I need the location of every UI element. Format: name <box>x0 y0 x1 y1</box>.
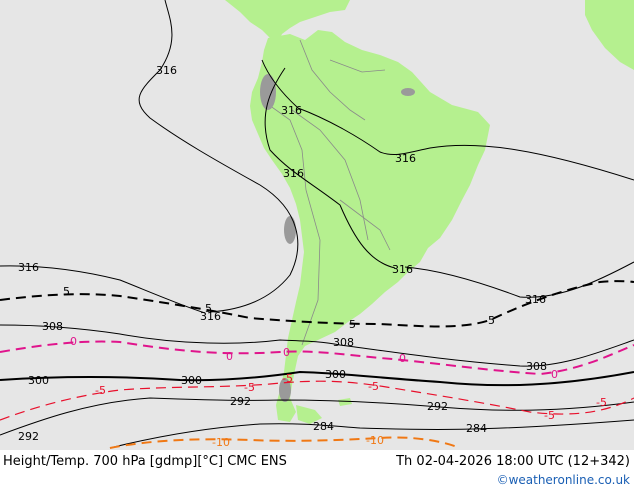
temp-contour-minus10 <box>109 436 461 449</box>
height-label: 316 <box>392 263 413 276</box>
height-label: 316 <box>18 261 39 274</box>
land-layer <box>190 0 634 424</box>
height-label: 292 <box>18 430 39 443</box>
terrain-shade <box>401 88 415 96</box>
contour-316-pacific <box>138 0 299 313</box>
temp-label: -5 <box>368 380 379 393</box>
height-contour-layer <box>0 0 634 449</box>
map-canvas: 316 316 316 316 316 316 316 316 308 308 … <box>0 0 634 449</box>
central-america-land <box>190 0 350 42</box>
terrain-shade <box>260 74 276 110</box>
border-line <box>261 99 307 191</box>
terrain-shade <box>284 216 296 244</box>
map-title: Height/Temp. 700 hPa [gdmp][°C] CMC ENS <box>3 454 287 469</box>
temp-label: 5 <box>205 302 212 315</box>
tierra-del-fuego-land <box>296 405 322 424</box>
height-label: 316 <box>395 152 416 165</box>
map-footer: Height/Temp. 700 hPa [gdmp][°C] CMC ENS … <box>0 450 634 490</box>
height-label: 316 <box>283 167 304 180</box>
weather-map: 316 316 316 316 316 316 316 316 308 308 … <box>0 0 634 450</box>
height-label: 284 <box>313 420 334 433</box>
temp-contour-layer <box>0 280 634 449</box>
contour-300 <box>0 370 634 387</box>
height-label: 308 <box>333 336 354 349</box>
south-america-land <box>250 30 490 422</box>
height-label: 300 <box>181 374 202 387</box>
temp-contour-minus5 <box>0 380 634 421</box>
africa-land <box>585 0 634 70</box>
terrain-shade <box>279 378 291 402</box>
contour-316-north <box>261 59 634 181</box>
border-line <box>291 109 369 241</box>
border-line <box>299 39 366 121</box>
height-label: 308 <box>42 320 63 333</box>
height-label: 316 <box>156 64 177 77</box>
temp-label: -5 <box>282 372 293 385</box>
temp-label: -5 <box>596 396 607 409</box>
forecast-time: Th 02-04-2026 18:00 UTC (12+342) <box>396 454 630 469</box>
height-label: 308 <box>526 360 547 373</box>
border-line <box>329 59 386 73</box>
contour-308 <box>0 324 634 367</box>
border-layer <box>261 39 391 346</box>
height-label: 300 <box>325 368 346 381</box>
height-label: 292 <box>427 400 448 413</box>
temp-label: -5 <box>544 409 555 422</box>
height-label: 316 <box>281 104 302 117</box>
temp-label: 5 <box>488 314 495 327</box>
relief-layer <box>260 74 415 402</box>
temp-label: 5 <box>349 318 356 331</box>
contour-label-layer: 316 316 316 316 316 316 316 316 308 308 … <box>18 64 607 449</box>
temp-label: 0 <box>551 368 558 381</box>
contour-284 <box>109 419 634 449</box>
height-label: 316 <box>200 310 221 323</box>
height-label: 292 <box>230 395 251 408</box>
height-label: 300 <box>28 374 49 387</box>
contour-316-south <box>0 261 634 314</box>
temp-label: 0 <box>70 335 77 348</box>
temp-label: 0 <box>283 346 290 359</box>
temp-label: 5 <box>63 285 70 298</box>
height-label: 316 <box>525 293 546 306</box>
temp-label: -5 <box>95 384 106 397</box>
border-line <box>339 199 391 251</box>
credit-link[interactable]: ©weatheronline.co.uk <box>496 473 630 487</box>
temp-label: 0 <box>399 352 406 365</box>
height-label: 284 <box>466 422 487 435</box>
temp-label: -10 <box>212 436 230 449</box>
temp-contour-5 <box>0 280 634 328</box>
temp-contour-0 <box>0 340 634 376</box>
falkland-land <box>338 398 352 406</box>
contour-292 <box>0 397 634 436</box>
contour-316-andes <box>264 67 396 269</box>
temp-label: 0 <box>226 350 233 363</box>
temp-label: -5 <box>244 381 255 394</box>
temp-label: -10 <box>366 434 384 447</box>
